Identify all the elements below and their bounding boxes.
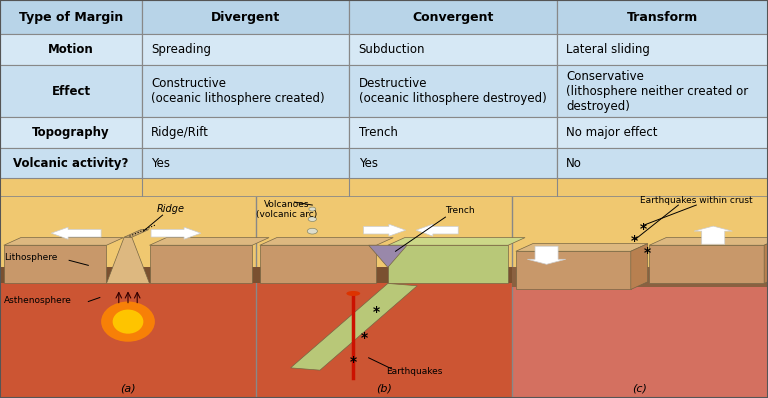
Text: Volcanoes
(volcanic arc): Volcanoes (volcanic arc) (256, 200, 317, 219)
Bar (0, 35, 142, 65)
Polygon shape (4, 245, 107, 283)
Text: Earthquakes within crust: Earthquakes within crust (640, 196, 753, 205)
Polygon shape (764, 238, 768, 283)
Polygon shape (369, 245, 407, 267)
Polygon shape (388, 245, 508, 283)
Bar (349, 65, 557, 117)
Polygon shape (649, 245, 764, 283)
Polygon shape (631, 244, 647, 289)
Polygon shape (649, 238, 768, 245)
Polygon shape (124, 230, 149, 237)
FancyArrow shape (51, 227, 101, 239)
Text: Transform: Transform (627, 11, 698, 24)
Bar (512, 277, 768, 398)
Text: Effect: Effect (51, 85, 91, 98)
Bar (557, 65, 768, 117)
Polygon shape (107, 237, 150, 283)
Polygon shape (260, 238, 393, 245)
Text: Asthenosphere: Asthenosphere (4, 296, 71, 304)
Text: Ridge: Ridge (156, 204, 184, 214)
Polygon shape (290, 283, 417, 370)
Text: Yes: Yes (151, 156, 170, 170)
Bar (0, 0, 142, 35)
Text: Lithosphere: Lithosphere (4, 253, 57, 262)
Text: *: * (349, 355, 357, 369)
Bar (349, 148, 557, 178)
Text: *: * (641, 222, 647, 236)
Bar (349, 117, 557, 148)
Text: Constructive
(oceanic lithosphere created): Constructive (oceanic lithosphere create… (151, 77, 325, 105)
Bar (256, 267, 512, 283)
Polygon shape (260, 245, 376, 283)
Bar (0, 277, 256, 398)
Bar (557, 0, 768, 35)
Polygon shape (388, 238, 525, 245)
Text: Subduction: Subduction (359, 43, 425, 56)
Text: Lateral sliding: Lateral sliding (566, 43, 650, 56)
Ellipse shape (113, 310, 144, 334)
Text: (c): (c) (633, 384, 647, 394)
FancyArrow shape (694, 226, 733, 244)
Text: Ridge/Rift: Ridge/Rift (151, 126, 209, 139)
Bar (0, 117, 142, 148)
Ellipse shape (101, 302, 155, 342)
Bar (142, 148, 349, 178)
Text: Volcanic activity?: Volcanic activity? (13, 156, 129, 170)
Bar (512, 267, 768, 287)
Ellipse shape (308, 217, 316, 221)
Text: Trench: Trench (445, 206, 475, 215)
Bar (256, 277, 512, 398)
Polygon shape (4, 238, 124, 245)
Text: Destructive
(oceanic lithosphere destroyed): Destructive (oceanic lithosphere destroy… (359, 77, 546, 105)
FancyArrow shape (528, 246, 566, 264)
Text: (b): (b) (376, 384, 392, 394)
Polygon shape (516, 244, 647, 251)
Bar (557, 35, 768, 65)
Text: No: No (566, 156, 582, 170)
Bar (142, 65, 349, 117)
FancyArrow shape (151, 227, 201, 239)
Bar (349, 0, 557, 35)
Text: *: * (372, 304, 380, 318)
Text: No major effect: No major effect (566, 126, 657, 139)
Bar (0, 267, 256, 283)
Text: Yes: Yes (359, 156, 378, 170)
FancyArrow shape (363, 224, 406, 236)
Text: *: * (361, 331, 369, 345)
Text: (a): (a) (120, 384, 136, 394)
Ellipse shape (309, 207, 316, 211)
Bar (349, 35, 557, 65)
Bar (142, 0, 349, 35)
Bar (0, 148, 142, 178)
Polygon shape (150, 245, 252, 283)
Text: Motion: Motion (48, 43, 94, 56)
Text: *: * (631, 234, 637, 248)
FancyArrow shape (416, 224, 458, 236)
Bar (0, 65, 142, 117)
Bar (557, 148, 768, 178)
Text: Conservative
(lithosphere neither created or
destroyed): Conservative (lithosphere neither create… (566, 70, 748, 113)
Bar (142, 117, 349, 148)
Text: Convergent: Convergent (412, 11, 494, 24)
Text: Trench: Trench (359, 126, 398, 139)
Polygon shape (516, 251, 631, 289)
Polygon shape (150, 238, 269, 245)
Ellipse shape (346, 291, 360, 296)
Text: Topography: Topography (32, 126, 110, 139)
Text: Earthquakes: Earthquakes (386, 367, 443, 376)
Text: Spreading: Spreading (151, 43, 211, 56)
Text: Type of Margin: Type of Margin (19, 11, 123, 24)
Text: Divergent: Divergent (211, 11, 280, 24)
Ellipse shape (307, 228, 317, 234)
Bar (557, 117, 768, 148)
Text: *: * (644, 246, 651, 260)
Bar (142, 35, 349, 65)
